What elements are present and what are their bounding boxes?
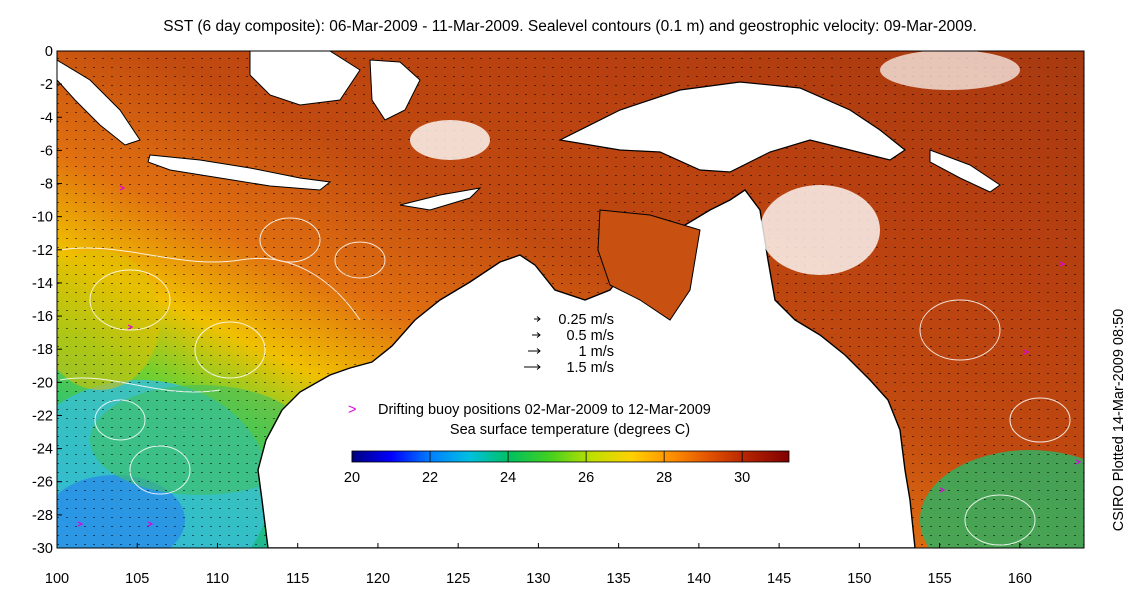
java-landmass bbox=[147, 154, 332, 191]
velocity-legend-arrow bbox=[532, 332, 541, 338]
new-guinea-landmass bbox=[558, 81, 907, 173]
y-tick-label: -12 bbox=[32, 243, 53, 259]
colorbar-tick-label: 20 bbox=[344, 470, 360, 486]
velocity-legend-label: 1.5 m/s bbox=[566, 360, 614, 376]
x-tick-label: 115 bbox=[286, 571, 309, 587]
colorbar-tick-label: 26 bbox=[578, 470, 594, 486]
x-tick-label: 155 bbox=[927, 571, 951, 587]
x-tick-label: 130 bbox=[526, 571, 550, 587]
credit-label: CSIRO Plotted 14-Mar-2009 08:50 bbox=[1111, 308, 1127, 532]
colorbar-ticks: 20 22 24 26 28 30 bbox=[344, 451, 750, 486]
y-tick-label: -26 bbox=[32, 475, 53, 491]
timor-landmass bbox=[399, 187, 482, 211]
cloud-gap-coral-sea bbox=[760, 185, 880, 275]
y-tick-label: -4 bbox=[40, 110, 53, 126]
y-tick-label: -28 bbox=[32, 508, 53, 524]
velocity-legend-arrow bbox=[528, 348, 541, 354]
colorbar-tick-label: 30 bbox=[734, 470, 750, 486]
y-tick-label: -8 bbox=[40, 177, 53, 193]
solomon-islands bbox=[929, 149, 1001, 193]
buoy-legend-label: Drifting buoy positions 02-Mar-2009 to 1… bbox=[378, 402, 711, 418]
x-tick-label: 100 bbox=[45, 571, 69, 587]
x-tick-label: 145 bbox=[767, 571, 791, 587]
colorbar-title: Sea surface temperature (degrees C) bbox=[450, 422, 690, 438]
x-tick-label: 110 bbox=[206, 571, 229, 587]
map-title: SST (6 day composite): 06-Mar-2009 - 11-… bbox=[163, 18, 977, 35]
colorbar-tick-label: 22 bbox=[422, 470, 438, 486]
x-tick-label: 150 bbox=[847, 571, 871, 587]
gulf-of-carpentaria bbox=[597, 209, 701, 321]
colorbar-tick-label: 24 bbox=[500, 470, 516, 486]
y-tick-label: -10 bbox=[32, 210, 53, 226]
velocity-legend: 0.25 m/s0.5 m/s1 m/s1.5 m/s bbox=[524, 312, 614, 376]
y-tick-label: -18 bbox=[32, 342, 53, 358]
colorbar-tick-label: 28 bbox=[656, 470, 672, 486]
y-axis: 0 -2 -4 -6 -8 -10 -12 -14 -16 -18 -20 -22 -24 -26 -28 -… bbox=[32, 44, 62, 557]
plot-frame bbox=[56, 50, 1085, 549]
y-tick-label: -14 bbox=[32, 276, 53, 292]
x-tick-label: 160 bbox=[1008, 571, 1032, 587]
cloud-gap-ne bbox=[880, 51, 1020, 90]
y-tick-label: -20 bbox=[32, 375, 53, 391]
buoy-legend-marker: > bbox=[348, 402, 356, 418]
y-tick-label: -24 bbox=[32, 442, 53, 458]
velocity-legend-label: 0.25 m/s bbox=[558, 312, 614, 328]
y-tick-label: -6 bbox=[40, 143, 53, 159]
x-tick-label: 140 bbox=[687, 571, 711, 587]
y-tick-label: 0 bbox=[45, 44, 53, 60]
y-tick-label: -2 bbox=[40, 77, 53, 93]
buoy-legend: > Drifting buoy positions 02-Mar-2009 to… bbox=[348, 402, 711, 418]
borneo-landmass bbox=[249, 51, 361, 106]
y-tick-label: -22 bbox=[32, 408, 53, 424]
x-tick-label: 135 bbox=[607, 571, 631, 587]
y-tick-label: -16 bbox=[32, 309, 53, 325]
sulawesi-landmass bbox=[369, 59, 421, 121]
sealevel-contours bbox=[59, 217, 1071, 546]
sst-colorbar bbox=[351, 450, 790, 463]
cloud-gap-north bbox=[410, 120, 490, 160]
velocity-legend-label: 1 m/s bbox=[579, 344, 614, 360]
x-axis: 100 105 110 115 120 125 130 135 140 145 150 155 160 bbox=[45, 543, 1032, 587]
x-tick-label: 120 bbox=[366, 571, 390, 587]
buoy-markers bbox=[77, 185, 1082, 527]
x-tick-label: 125 bbox=[446, 571, 470, 587]
velocity-legend-arrow bbox=[534, 316, 541, 322]
velocity-legend-arrow bbox=[524, 364, 541, 370]
sumatra-landmass bbox=[57, 59, 141, 146]
x-tick-label: 105 bbox=[125, 571, 149, 587]
y-tick-label: -30 bbox=[32, 541, 53, 557]
velocity-legend-label: 0.5 m/s bbox=[566, 328, 614, 344]
